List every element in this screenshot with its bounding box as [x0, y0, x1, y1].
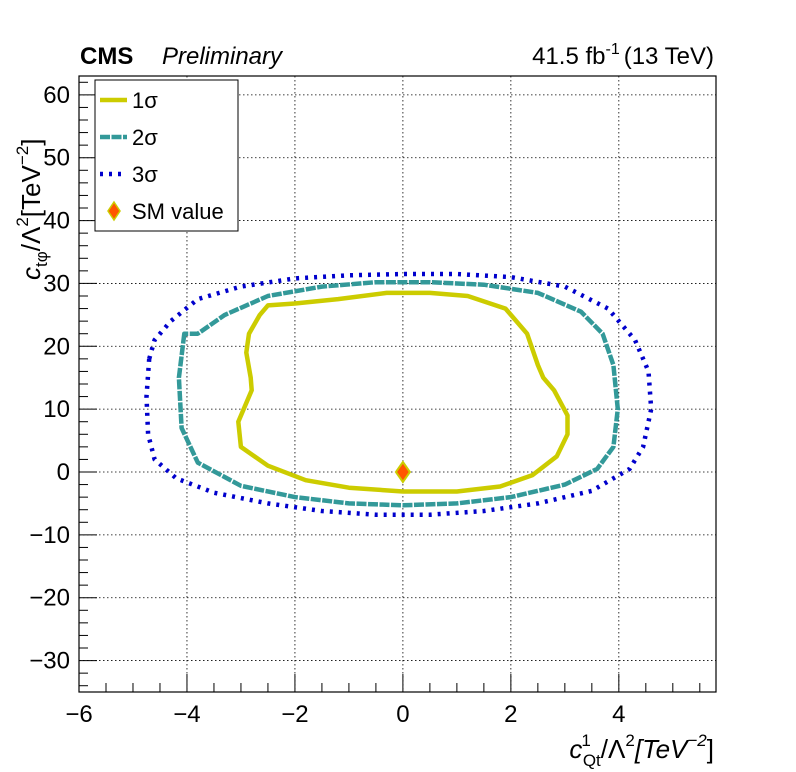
y-tick-label: 60: [43, 82, 70, 109]
experiment-label: CMS: [80, 43, 133, 70]
points: [394, 460, 412, 484]
y-tick-label: 0: [57, 459, 70, 486]
legend-box: [94, 79, 239, 232]
y-tick-label: 20: [43, 333, 70, 360]
x-tick-label: −2: [281, 701, 308, 728]
legend: 1σ 2σ 3σ SM value: [94, 79, 239, 232]
y-tick-label: 10: [43, 396, 70, 423]
legend-label: 3σ: [132, 162, 158, 187]
x-tick-label: −4: [173, 701, 200, 728]
y-tick-label: 30: [43, 270, 70, 297]
y-axis-title: ctφ/Λ2[TeV−2]: [13, 139, 51, 280]
lumi-exponent: -1: [605, 41, 619, 58]
sm-value-marker: [394, 460, 412, 484]
y-tick-label: 50: [43, 145, 70, 172]
lumi-value: 41.5 fb: [532, 43, 605, 70]
x-tick-label: −6: [65, 701, 92, 728]
x-axis-title: c1 Qt/Λ2[TeV−2]: [569, 731, 714, 770]
contour-1σ: [236, 290, 570, 494]
legend-label: SM value: [132, 199, 224, 224]
y-tick-label: 40: [43, 208, 70, 235]
legend-label: 2σ: [132, 125, 158, 150]
contour-2σ: [176, 279, 621, 508]
lumi-label: 41.5 fb-1 (13 TeV): [532, 41, 714, 70]
legend-marker-sm: [107, 200, 121, 222]
legend-label: 1σ: [132, 88, 158, 113]
x-tick-label: 2: [504, 701, 517, 728]
x-tick-label: 0: [396, 701, 409, 728]
x-tick-label: 4: [612, 701, 625, 728]
contour-3σ: [144, 271, 654, 517]
energy-value: (13 TeV): [624, 43, 714, 70]
y-tick-label: −10: [29, 522, 70, 549]
status-label: Preliminary: [162, 43, 284, 70]
contours: [144, 271, 654, 517]
y-tick-label: −20: [29, 585, 70, 612]
y-tick-label: −30: [29, 648, 70, 675]
